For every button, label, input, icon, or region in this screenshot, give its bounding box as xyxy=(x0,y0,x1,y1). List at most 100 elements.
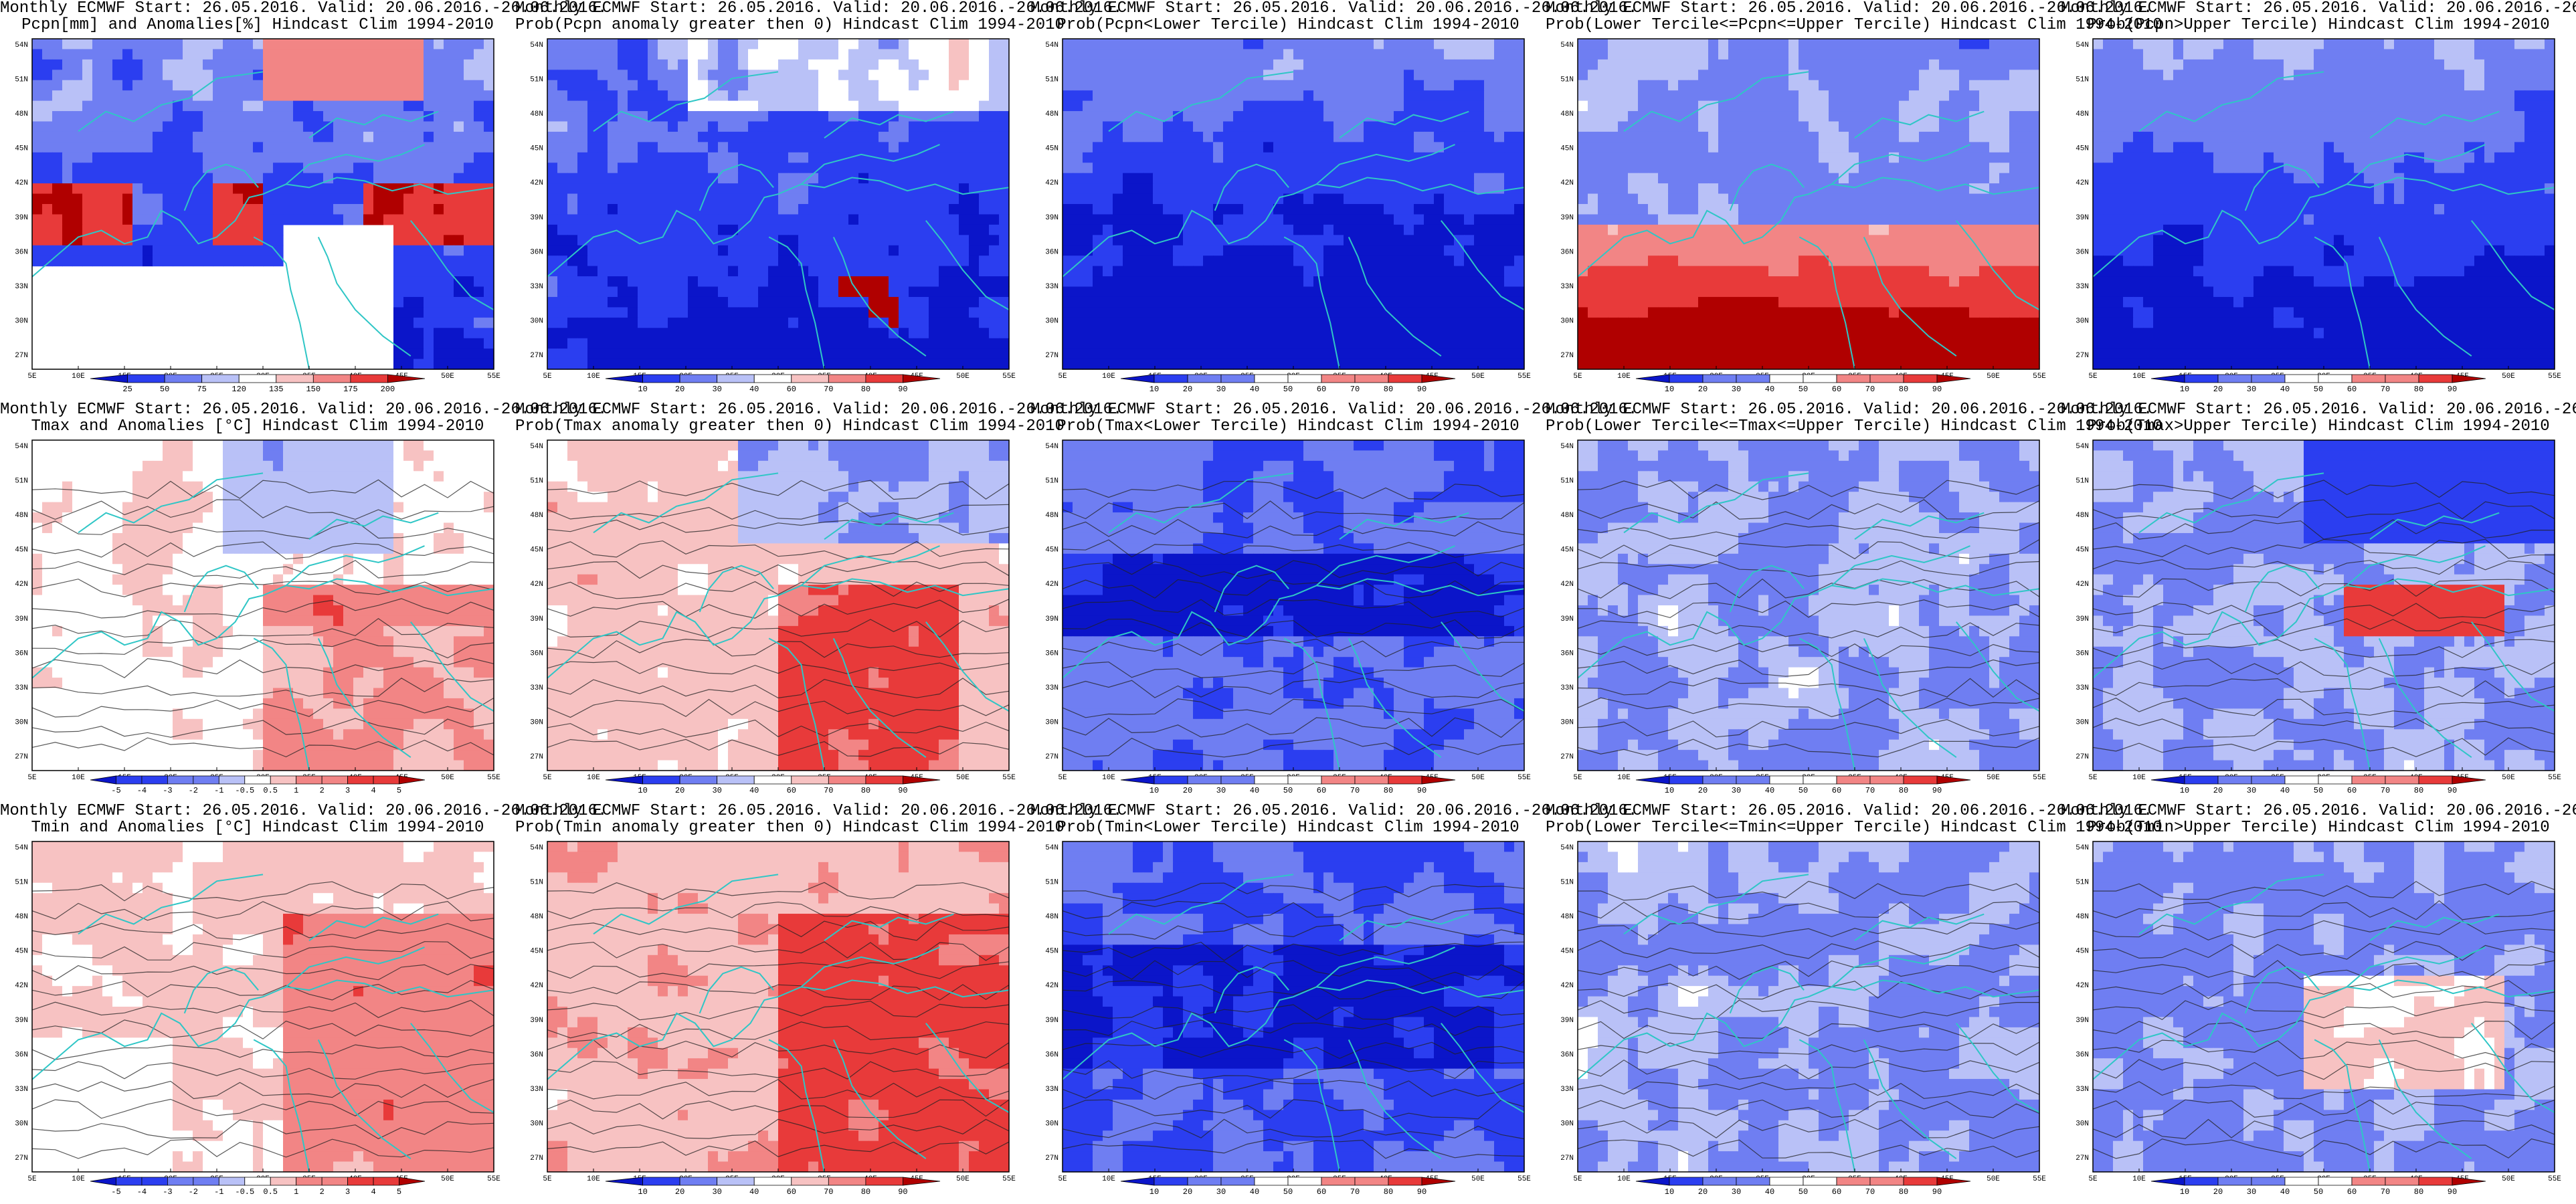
lon-tick-label: 5E xyxy=(27,373,37,381)
colorbar-label: 80 xyxy=(2414,385,2423,394)
lat-tick-label: 54N xyxy=(2076,844,2089,852)
colorbar-swatch xyxy=(828,775,866,785)
lat-tick-label: 39N xyxy=(2076,615,2089,623)
colorbar-label: 50 xyxy=(1799,385,1808,394)
panel-subtitle: Prob(Tmin anomaly greater then 0) Hindca… xyxy=(515,819,1065,836)
lat-tick-label: 54N xyxy=(2076,443,2089,451)
colorbar-label: -1 xyxy=(214,1187,223,1197)
colorbar-label: 30 xyxy=(1732,1187,1741,1197)
colorbar-swatch xyxy=(2318,1177,2353,1186)
coastlines xyxy=(2092,71,2555,370)
colorbar-swatch xyxy=(2452,775,2486,785)
forecast-panel-p23: Monthly ECMWF Start: 26.05.2016. Valid: … xyxy=(1030,401,1637,803)
lon-tick-label: 5E xyxy=(543,774,552,782)
lat-tick-label: 42N xyxy=(15,581,28,589)
lat-tick-label: 30N xyxy=(530,718,543,726)
colorbar-label: 90 xyxy=(1932,786,1942,795)
colorbar-swatch xyxy=(193,775,219,785)
lon-tick-label: 5E xyxy=(543,1175,552,1183)
lat-tick-label: 33N xyxy=(1560,684,1574,692)
panel-subtitle: Prob(Tmin>Upper Tercile) Hindcast Clim 1… xyxy=(2061,819,2576,836)
lon-tick-label: 55E xyxy=(2033,1175,2046,1183)
colorbar-swatch xyxy=(642,374,680,383)
colorbar-label: 50 xyxy=(2314,1187,2323,1197)
colorbar-label: 50 xyxy=(1283,786,1293,795)
panel-title: Monthly ECMWF Start: 26.05.2016. Valid: … xyxy=(1546,0,2152,17)
colorbar-swatch xyxy=(2318,374,2353,383)
lat-tick-label: 33N xyxy=(530,684,543,692)
colorbar-label: 20 xyxy=(675,786,684,795)
colorbar-swatch xyxy=(1254,374,1289,383)
panel-subtitle: Prob(Tmax anomaly greater then 0) Hindca… xyxy=(515,418,1065,435)
isotherm-contours xyxy=(547,480,1010,757)
forecast-panel-p31: Monthly ECMWF Start: 26.05.2016. Valid: … xyxy=(0,803,607,1204)
lon-tick-label: 10E xyxy=(1617,774,1631,782)
colorbar-swatch xyxy=(2385,374,2419,383)
colorbar-label: 80 xyxy=(2414,786,2423,795)
colorbar-swatch xyxy=(605,374,643,383)
colorbar: 10 20 30 40 50 60 70 80 90 xyxy=(1120,374,1456,394)
lat-tick-label: 51N xyxy=(2076,478,2089,486)
colorbar-label: 70 xyxy=(1865,1187,1875,1197)
lat-tick-label: 51N xyxy=(1560,76,1574,84)
coastlines xyxy=(1577,472,2040,771)
colorbar-swatch xyxy=(312,374,351,383)
colorbar-swatch xyxy=(350,374,388,383)
colorbar-label: 3 xyxy=(345,1187,350,1197)
lat-tick-label: 45N xyxy=(530,145,543,153)
colorbar-label: 60 xyxy=(787,1187,796,1197)
colorbar-label: 70 xyxy=(1865,786,1875,795)
shaded-field xyxy=(1578,440,2040,771)
forecast-panel-p35: Monthly ECMWF Start: 26.05.2016. Valid: … xyxy=(2061,803,2576,1204)
lat-tick-label: 45N xyxy=(2076,948,2089,956)
forecast-map: 5E10E15E20E25E30E35E40E45E50E55E54N51N48… xyxy=(15,841,500,1197)
colorbar-swatch xyxy=(865,775,903,785)
shaded-field xyxy=(32,39,494,370)
colorbar-label: 20 xyxy=(1183,1187,1192,1197)
colorbar-swatch xyxy=(90,374,128,383)
colorbar-swatch xyxy=(1702,374,1737,383)
colorbar-swatch xyxy=(2150,374,2185,383)
colorbar-label: 90 xyxy=(2448,1187,2457,1197)
colorbar-label: 60 xyxy=(1832,385,1841,394)
colorbar-swatch xyxy=(2452,374,2486,383)
colorbar-swatch xyxy=(1936,775,1971,785)
colorbar-swatch xyxy=(1220,775,1255,785)
lat-tick-label: 27N xyxy=(15,1155,28,1163)
lon-tick-label: 55E xyxy=(1002,1175,1016,1183)
lon-tick-label: 10E xyxy=(72,774,85,782)
lon-tick-label: 10E xyxy=(1617,373,1631,381)
colorbar-label: 80 xyxy=(861,385,870,394)
lon-tick-label: 50E xyxy=(1471,373,1485,381)
colorbar-label: 120 xyxy=(232,385,246,394)
colorbar-label: -2 xyxy=(189,1187,198,1197)
colorbar-swatch xyxy=(2251,374,2286,383)
lat-tick-label: 42N xyxy=(530,982,543,990)
colorbar-label: 20 xyxy=(675,385,684,394)
lon-tick-label: 55E xyxy=(1517,373,1531,381)
lat-tick-label: 45N xyxy=(1045,145,1059,153)
lat-tick-label: 27N xyxy=(15,753,28,761)
colorbar-label: 75 xyxy=(197,385,206,394)
colorbar-swatch xyxy=(2150,775,2185,785)
lon-tick-label: 10E xyxy=(1102,373,1115,381)
colorbar-swatch xyxy=(399,1177,426,1186)
colorbar-label: 80 xyxy=(1899,786,1908,795)
colorbar-label: -0.5 xyxy=(235,786,254,795)
colorbar-label: 70 xyxy=(824,1187,833,1197)
colorbar-swatch xyxy=(1736,775,1770,785)
colorbar-swatch xyxy=(167,1177,194,1186)
lat-tick-label: 27N xyxy=(530,1155,543,1163)
colorbar-swatch xyxy=(679,374,718,383)
colorbar-label: -4 xyxy=(137,786,147,795)
colorbar-swatch xyxy=(167,775,194,785)
lat-tick-label: 30N xyxy=(15,317,28,325)
forecast-map: 5E10E15E20E25E30E35E40E45E50E55E54N51N48… xyxy=(1560,841,2046,1197)
colorbar-label: 20 xyxy=(2213,786,2223,795)
lat-tick-label: 27N xyxy=(2076,1155,2089,1163)
panel-subtitle: Prob(Pcpn>Upper Tercile) Hindcast Clim 1… xyxy=(2061,17,2576,33)
lat-tick-label: 45N xyxy=(1560,546,1574,555)
colorbar-label: 2 xyxy=(320,1187,325,1197)
shaded-field xyxy=(2093,440,2555,771)
colorbar-swatch xyxy=(642,775,680,785)
